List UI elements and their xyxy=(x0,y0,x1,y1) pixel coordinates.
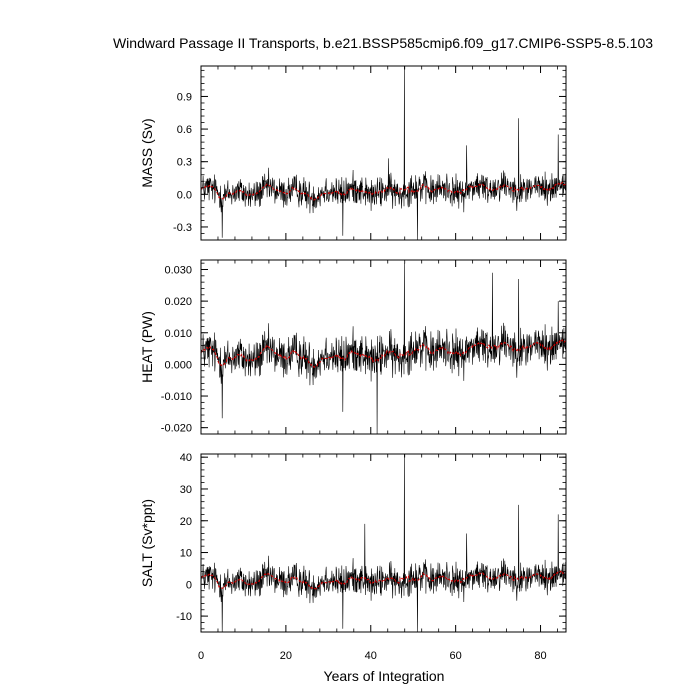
figure-title: Windward Passage II Transports, b.e21.BS… xyxy=(113,35,653,51)
salt-y-tick-label: 0 xyxy=(186,579,192,591)
heat-y-tick-label: 0.030 xyxy=(164,264,192,276)
heat-y-tick-label: -0.020 xyxy=(161,423,192,435)
x-tick-label: 40 xyxy=(365,650,377,662)
x-tick-label: 0 xyxy=(198,650,204,662)
mass-plot-frame xyxy=(200,65,567,241)
mass-ticks: -0.3 0.0 0.3 0.6 0.9 xyxy=(173,66,566,241)
salt-y-tick-label: 10 xyxy=(180,548,192,560)
mass-y-tick-label: 0.6 xyxy=(177,124,192,136)
mass-y-tick-label: 0.3 xyxy=(177,157,192,169)
x-tick-label: 80 xyxy=(534,650,546,662)
heat-ticks: -0.020 -0.010 0.000 0.010 0.020 0.030 xyxy=(161,260,566,435)
heat-y-tick-label: 0.000 xyxy=(164,359,192,371)
salt-y-tick-label: 30 xyxy=(180,484,192,496)
salt-plot-frame xyxy=(200,453,567,633)
panel-salt: -10 0 10 20 30 40 SALT (Sv*ppt) xyxy=(139,452,567,633)
salt-y-tick-label: -10 xyxy=(176,611,192,623)
salt-ticks: -10 0 10 20 30 40 xyxy=(176,452,566,632)
mass-y-tick-label: -0.3 xyxy=(173,222,192,234)
salt-series-group xyxy=(200,453,566,633)
salt-y-axis-label: SALT (Sv*ppt) xyxy=(139,499,155,587)
panel-mass: -0.3 0.0 0.3 0.6 0.9 MASS (Sv) xyxy=(139,65,567,241)
heat-plot-frame xyxy=(200,259,567,435)
heat-running-mean-line xyxy=(200,338,566,369)
panel-heat: -0.020 -0.010 0.000 0.010 0.020 0.030 HEAT (P… xyxy=(139,259,567,435)
mass-y-tick-label: 0.9 xyxy=(177,91,192,103)
heat-y-tick-label: 0.010 xyxy=(164,328,192,340)
heat-monthly-series-line xyxy=(200,263,566,435)
salt-y-tick-label: 20 xyxy=(180,516,192,528)
mass-series-group xyxy=(200,65,566,241)
x-tick-label: 60 xyxy=(450,650,462,662)
salt-monthly-series-line xyxy=(200,453,566,633)
mass-y-tick-label: 0.0 xyxy=(177,189,192,201)
heat-y-tick-label: -0.010 xyxy=(161,391,192,403)
heat-series-group xyxy=(200,263,566,435)
mass-monthly-series-line xyxy=(200,65,566,241)
x-axis-label: Years of Integration xyxy=(324,668,445,684)
salt-y-tick-label: 40 xyxy=(180,452,192,464)
heat-y-axis-label: HEAT (PW) xyxy=(139,311,155,383)
salt-running-mean-line xyxy=(200,569,566,590)
x-tick-label: 20 xyxy=(280,650,292,662)
mass-y-axis-label: MASS (Sv) xyxy=(139,118,155,187)
heat-y-tick-label: 0.020 xyxy=(164,296,192,308)
x-tick-labels: 0 20 40 60 80 xyxy=(198,650,547,662)
